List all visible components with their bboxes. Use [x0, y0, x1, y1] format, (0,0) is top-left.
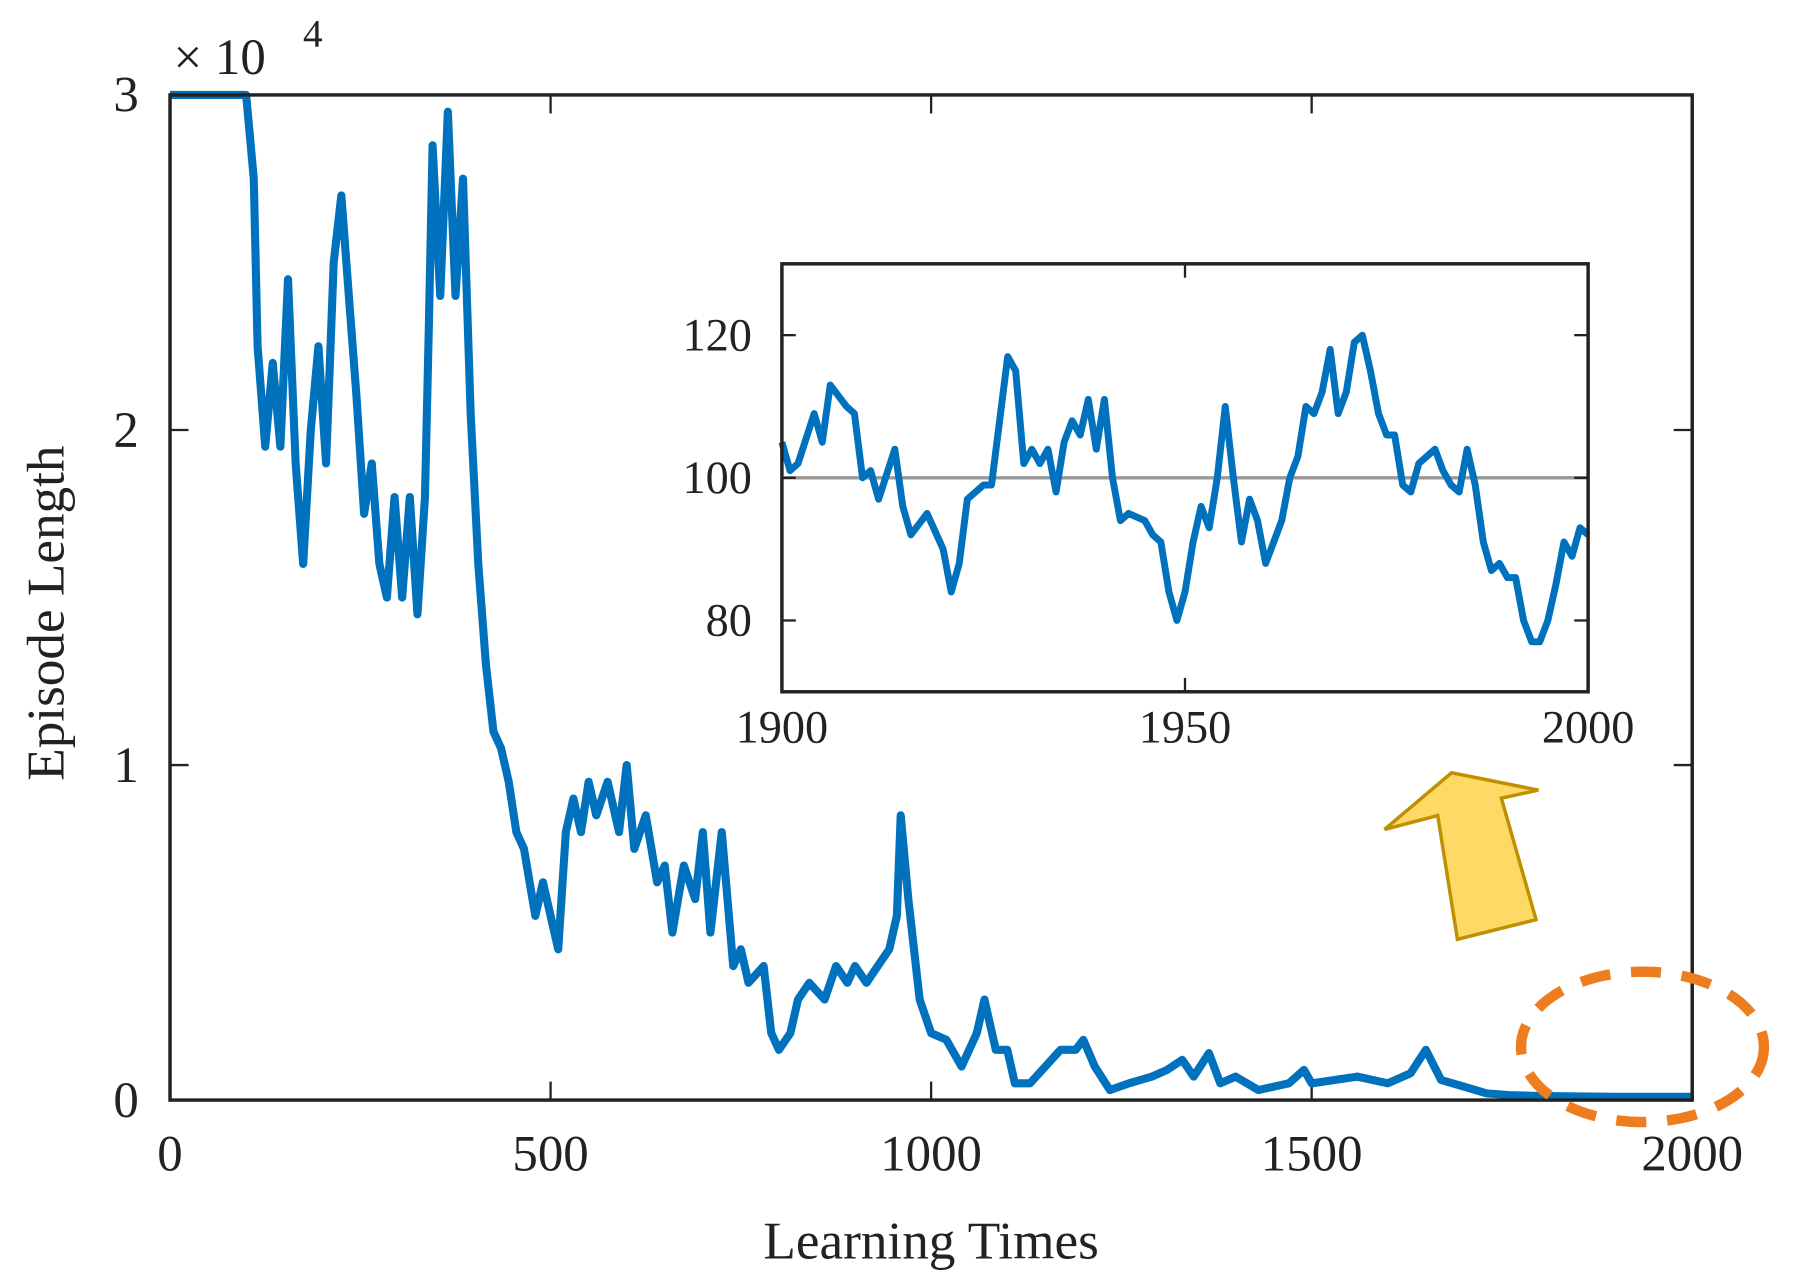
- highlight-ellipse: [1515, 966, 1770, 1128]
- x-axis-label: Learning Times: [763, 1212, 1098, 1271]
- y-tick-label: 0: [113, 1073, 138, 1129]
- plot-frame: [780, 262, 1590, 694]
- x-tick-label: 1950: [1139, 703, 1232, 754]
- x-tick-label: 0: [157, 1127, 182, 1183]
- data-line: [170, 90, 1693, 1101]
- x-tick-label: 1000: [880, 1127, 982, 1183]
- y-tick-label: 80: [706, 596, 752, 647]
- y-tick-label: 2: [113, 403, 138, 459]
- y-tick-label: 1: [113, 738, 138, 794]
- y-tick-label: 3: [113, 68, 138, 124]
- x-tick-label: 2000: [1641, 1127, 1743, 1183]
- annotations: [1383, 770, 1770, 1128]
- y-axis-label: Episode Length: [17, 445, 76, 780]
- zoom-arrow: [1383, 770, 1539, 942]
- plot-frame: [168, 93, 1694, 1102]
- x-tick-label: 2000: [1542, 703, 1635, 754]
- y-tick-label: 120: [682, 310, 751, 361]
- x-tick-label: 1500: [1261, 1127, 1363, 1183]
- data-line: [778, 331, 1591, 646]
- y-scale-base: × 10: [174, 30, 266, 86]
- x-tick-label: 500: [512, 1127, 588, 1183]
- y-tick-label: 100: [682, 453, 751, 504]
- x-tick-label: 1900: [736, 703, 828, 754]
- y-scale-exponent: 4: [303, 11, 323, 55]
